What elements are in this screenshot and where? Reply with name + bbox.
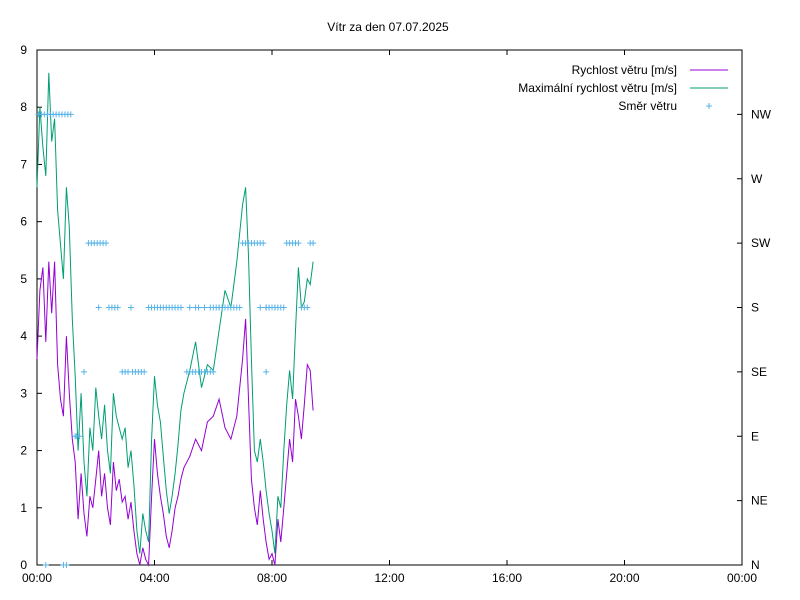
y2-tick-label: SE	[751, 365, 767, 379]
direction-point	[310, 240, 317, 247]
direction-point	[195, 304, 202, 311]
legend-label: Rychlost větru [m/s]	[572, 63, 677, 77]
direction-point	[257, 304, 264, 311]
x-tick-label: 20:00	[609, 571, 639, 585]
x-tick-label: 16:00	[492, 571, 522, 585]
legend-label: Maximální rychlost větru [m/s]	[518, 81, 677, 95]
direction-point	[95, 304, 102, 311]
direction-point	[236, 304, 243, 311]
y2-tick-label: N	[751, 558, 760, 572]
series-points-2	[35, 111, 317, 568]
x-tick-label: 04:00	[139, 571, 169, 585]
y2-tick-label: S	[751, 301, 759, 315]
direction-point	[114, 304, 121, 311]
x-tick-label: 00:00	[727, 571, 757, 585]
direction-point	[186, 304, 193, 311]
direction-point	[304, 304, 311, 311]
y-tick-label: 7	[20, 157, 27, 171]
direction-point	[141, 368, 148, 375]
direction-point	[103, 240, 110, 247]
direction-point	[263, 368, 270, 375]
direction-point	[201, 304, 208, 311]
chart-title: Vítr za den 07.07.2025	[327, 20, 449, 34]
y-tick-label: 2	[20, 444, 27, 458]
direction-point	[63, 562, 70, 568]
y-tick-label: 8	[20, 100, 27, 114]
legend-swatch	[706, 103, 712, 109]
y2-tick-label: W	[751, 172, 763, 186]
y-tick-label: 3	[20, 386, 27, 400]
legend-label: Směr větru	[618, 99, 677, 113]
y-tick-label: 5	[20, 272, 27, 286]
x-tick-label: 00:00	[22, 571, 52, 585]
y-tick-label: 0	[20, 558, 27, 572]
axes: 0 1 2 3 4 5 6 7 8 9 N NE E SE S SW W NW 00:00 04:00 08:00 12:…	[20, 43, 771, 585]
y2-tick-label: E	[751, 429, 759, 443]
y2-tick-label: NW	[751, 107, 772, 121]
direction-point	[81, 368, 87, 375]
x-tick-label: 12:00	[374, 571, 404, 585]
direction-point	[177, 304, 184, 311]
direction-point	[67, 111, 74, 118]
y-tick-label: 1	[20, 501, 27, 515]
direction-point	[280, 304, 287, 311]
direction-point	[260, 240, 267, 247]
series-line-0	[36, 261, 314, 567]
direction-point	[295, 240, 302, 247]
direction-point	[216, 304, 223, 311]
series-line-1	[36, 72, 314, 554]
series-layer	[35, 72, 317, 568]
y-tick-label: 9	[20, 43, 27, 57]
direction-point	[76, 433, 83, 440]
direction-point	[266, 304, 273, 311]
y2-tick-label: NE	[751, 494, 768, 508]
direction-point	[128, 304, 134, 311]
y-tick-label: 4	[20, 329, 27, 343]
x-tick-label: 08:00	[257, 571, 287, 585]
direction-point	[210, 368, 217, 375]
plot-frame	[36, 49, 743, 566]
direction-point	[42, 562, 49, 568]
y2-tick-label: SW	[751, 236, 771, 250]
direction-point	[210, 304, 217, 311]
legend: Rychlost větru [m/s] Maximální rychlost v…	[518, 63, 728, 113]
direction-point	[271, 304, 278, 311]
y-tick-label: 6	[20, 215, 27, 229]
